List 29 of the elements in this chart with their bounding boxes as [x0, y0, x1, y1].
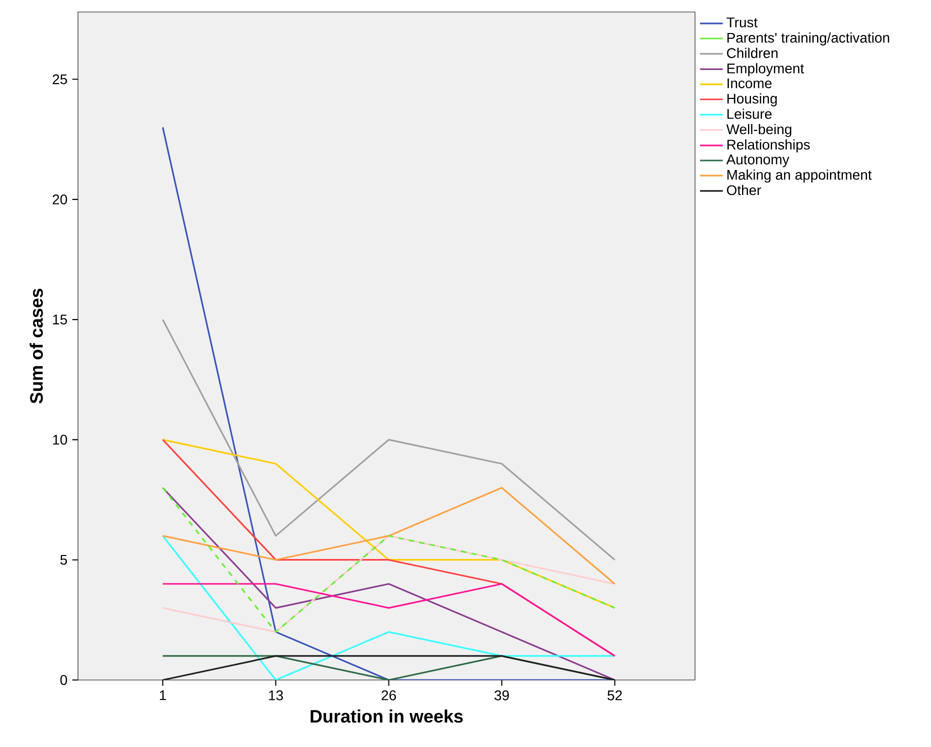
y-tick-label: 15 — [53, 314, 68, 324]
legend-label: Making an appointment — [727, 170, 872, 183]
x-tick-label: 13 — [269, 690, 283, 700]
line-series — [162, 486, 616, 633]
legend-label: Trust — [726, 18, 758, 28]
legend-label: Employment — [727, 63, 804, 76]
x-tick-label: 39 — [494, 690, 509, 700]
y-tick-label: 0 — [60, 675, 68, 685]
legend-label: Leisure — [727, 108, 772, 119]
line-series — [162, 486, 616, 585]
y-axis-title: Sum of cases — [30, 288, 43, 404]
y-tick-label: 20 — [52, 194, 68, 204]
y-tick-label: 10 — [53, 434, 68, 445]
x-tick-label: 26 — [382, 690, 396, 700]
legend-label: Parents' training/activation — [727, 32, 890, 46]
legend-label: Well-being — [726, 124, 792, 138]
x-axis-title: Duration in weeks — [310, 709, 463, 723]
legend-label: Income — [728, 78, 772, 88]
legend-label: Autonomy — [726, 154, 790, 168]
legend-label: Housing — [727, 93, 777, 106]
x-tick-label: 52 — [608, 690, 622, 700]
y-tick-label: 25 — [52, 74, 68, 84]
y-tick-label: 5 — [60, 554, 68, 565]
line-series — [162, 535, 616, 680]
legend-label: Other — [726, 184, 762, 196]
x-tick-label: 1 — [160, 690, 166, 700]
legend-label: Children — [727, 48, 778, 58]
line-series — [162, 318, 616, 561]
legend-label: Relationships — [727, 139, 810, 152]
